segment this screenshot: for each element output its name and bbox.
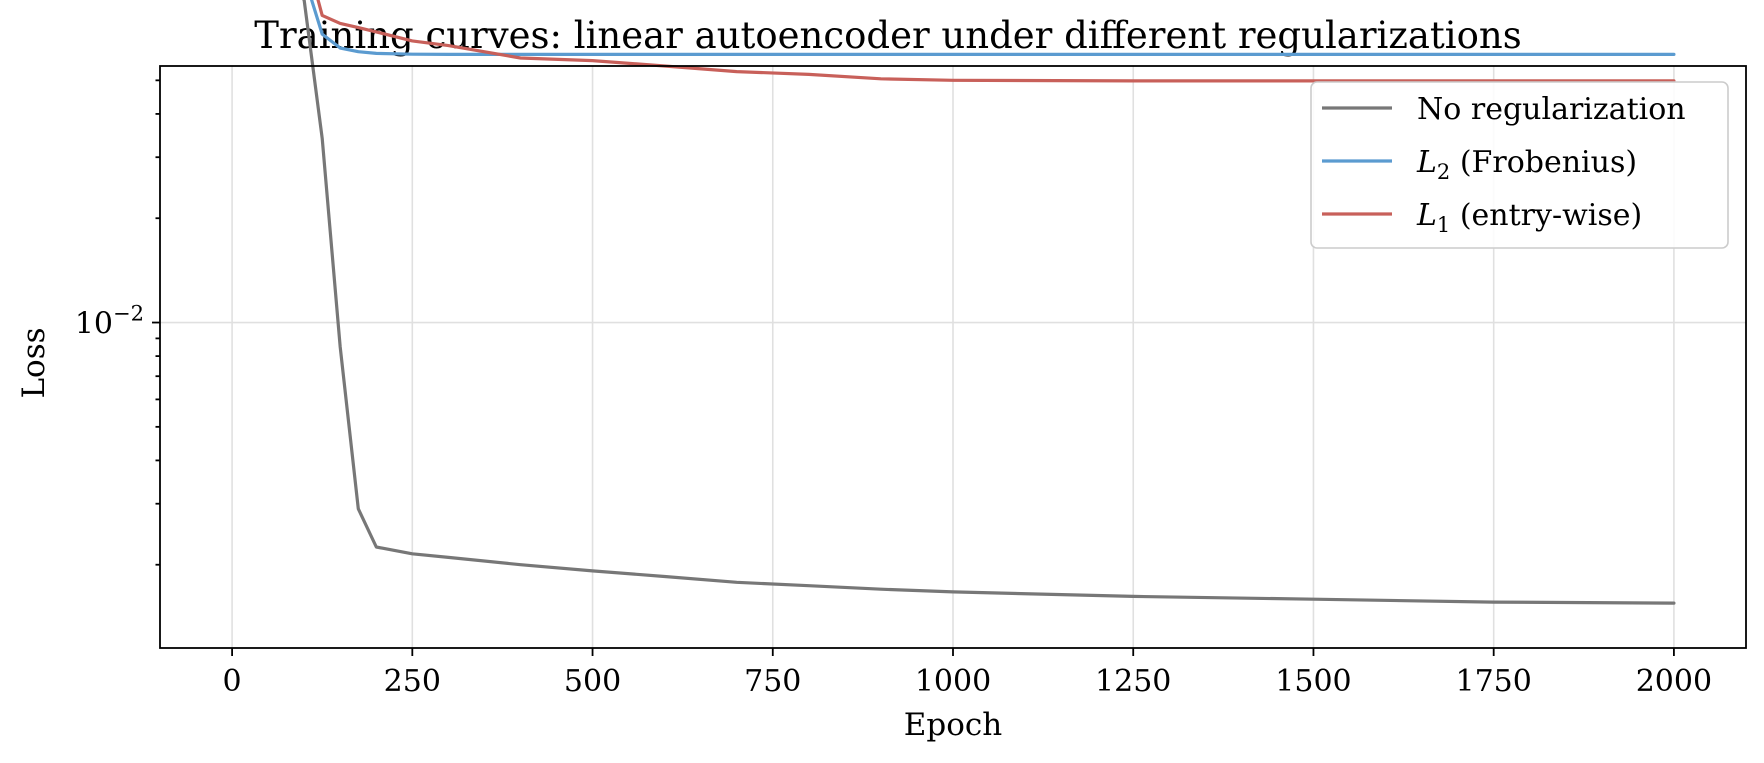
- legend-label-l2: L2 (Frobenius): [1416, 145, 1637, 184]
- legend-box: [1310, 81, 1729, 249]
- series-line-l1-entry-wise: [316, 0, 1676, 83]
- x-axis-label: Epoch: [904, 707, 1002, 743]
- y-axis-label: Loss: [16, 327, 52, 398]
- series-line-no-regularization: [302, 0, 1676, 605]
- x-tick-label: 2000: [1636, 664, 1712, 699]
- x-tick-label: 1500: [1275, 664, 1351, 699]
- x-tick-label: 1000: [915, 664, 991, 699]
- x-tick-label: 750: [744, 664, 801, 699]
- legend-label-l1: L1 (entry-wise): [1416, 198, 1642, 237]
- chart-title: Training curves: linear autoencoder unde…: [254, 14, 1521, 57]
- legend-label-no-regularization: No regularization: [1417, 92, 1686, 127]
- series-line-l2-frobenius: [309, 0, 1676, 56]
- x-tick-label: 250: [384, 664, 441, 699]
- x-tick-label: 0: [223, 664, 242, 699]
- x-tick-label: 1750: [1456, 664, 1532, 699]
- y-tick-label: 10−2: [75, 302, 144, 342]
- x-tick-label: 500: [564, 664, 621, 699]
- plot-area: [302, 0, 1676, 605]
- legend: No regularization L2 (Frobenius) L1 (ent…: [1310, 81, 1729, 249]
- x-tick-label: 1250: [1095, 664, 1171, 699]
